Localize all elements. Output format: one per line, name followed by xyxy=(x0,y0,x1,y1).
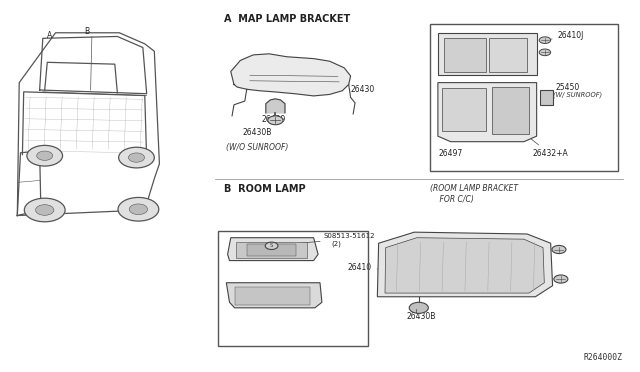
Bar xyxy=(236,242,307,258)
Text: (ROOM LAMP BRACKET
    FOR C/C): (ROOM LAMP BRACKET FOR C/C) xyxy=(429,184,518,203)
Text: 26439: 26439 xyxy=(261,108,285,124)
Circle shape xyxy=(24,198,65,222)
Bar xyxy=(218,231,368,346)
Text: 26432: 26432 xyxy=(438,124,463,133)
Polygon shape xyxy=(266,99,285,113)
Circle shape xyxy=(409,302,428,313)
Text: B: B xyxy=(84,27,90,36)
Circle shape xyxy=(268,116,283,125)
Circle shape xyxy=(540,37,550,44)
Text: 26430B: 26430B xyxy=(406,312,435,321)
Text: (W/O SUNROOF): (W/O SUNROOF) xyxy=(226,143,288,152)
Bar xyxy=(442,88,486,131)
Text: 26410G: 26410G xyxy=(397,256,428,264)
Text: (W/ SUNROOF): (W/ SUNROOF) xyxy=(553,92,602,98)
Text: 26430: 26430 xyxy=(329,85,375,94)
Text: 26430B: 26430B xyxy=(243,122,273,137)
Circle shape xyxy=(129,204,148,215)
Circle shape xyxy=(129,153,145,162)
Polygon shape xyxy=(438,83,537,142)
Polygon shape xyxy=(378,232,552,297)
Bar xyxy=(489,38,527,71)
Circle shape xyxy=(118,147,154,168)
Text: S08513-51612: S08513-51612 xyxy=(323,233,374,240)
Bar xyxy=(247,244,296,256)
Bar xyxy=(492,87,529,134)
Text: (2): (2) xyxy=(332,240,341,247)
Circle shape xyxy=(36,151,52,160)
Circle shape xyxy=(265,242,278,250)
Polygon shape xyxy=(231,54,351,96)
Circle shape xyxy=(552,246,566,254)
Bar xyxy=(429,23,618,171)
Circle shape xyxy=(27,145,63,166)
Circle shape xyxy=(554,275,568,283)
Text: A  MAP LAMP BRACKET: A MAP LAMP BRACKET xyxy=(225,14,351,24)
Text: B  ROOM LAMP: B ROOM LAMP xyxy=(225,184,306,194)
Text: 26411: 26411 xyxy=(274,294,298,302)
Text: S: S xyxy=(269,243,273,248)
Polygon shape xyxy=(385,238,544,293)
Circle shape xyxy=(36,205,54,215)
Text: R264000Z: R264000Z xyxy=(584,353,623,362)
Text: 26410: 26410 xyxy=(348,263,379,272)
Polygon shape xyxy=(227,283,322,308)
Polygon shape xyxy=(228,238,318,260)
Text: 26410J: 26410J xyxy=(548,31,584,40)
Text: 25450: 25450 xyxy=(556,83,580,92)
Bar xyxy=(235,287,310,305)
Bar xyxy=(540,90,552,105)
Text: 26497: 26497 xyxy=(438,150,463,158)
Text: 26410J: 26410J xyxy=(275,284,302,293)
Text: A: A xyxy=(47,31,52,40)
Circle shape xyxy=(540,49,550,56)
Bar xyxy=(438,33,537,75)
Circle shape xyxy=(118,198,159,221)
Text: 26432+A: 26432+A xyxy=(531,139,568,158)
Bar xyxy=(444,38,486,71)
